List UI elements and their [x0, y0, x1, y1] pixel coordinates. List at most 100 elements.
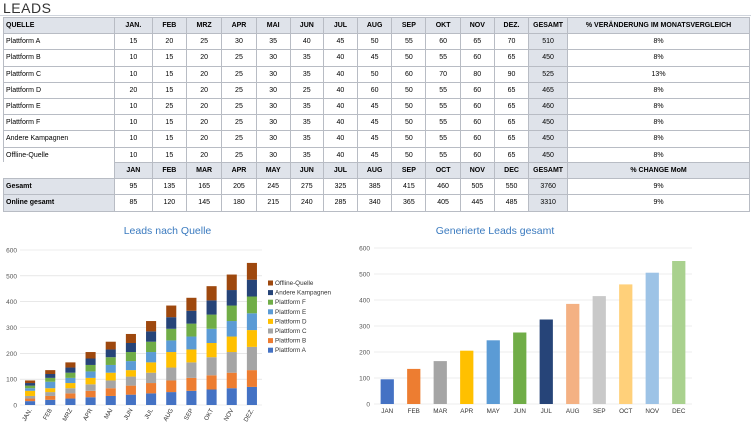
cell-value: 15	[113, 33, 153, 51]
stacked-bar-segment	[206, 343, 217, 358]
cell-value: 385	[357, 178, 393, 196]
column-header: FEB	[151, 16, 187, 35]
stacked-bar-segment	[65, 383, 76, 389]
cell-value: 40	[322, 49, 359, 67]
legend-label: Plattform A	[275, 347, 307, 354]
bar	[380, 379, 394, 404]
cell-value: 215	[255, 194, 291, 212]
stacked-bar-segment	[146, 362, 157, 373]
cell-value: 20	[185, 65, 223, 83]
column-header: GESAMT	[528, 16, 569, 35]
cell-value: 365	[391, 194, 427, 212]
cell-value: 60	[459, 146, 495, 164]
row-change: 13%	[567, 65, 750, 83]
stacked-bar-segment	[125, 361, 136, 371]
cell-value: 30	[255, 130, 291, 148]
stacked-bar-segment	[45, 392, 56, 396]
stacked-bar-segment	[186, 390, 197, 405]
row-label: Plattform F	[3, 114, 115, 132]
stacked-bar-segment	[105, 372, 116, 381]
stacked-bar-segment	[246, 370, 257, 387]
row-total: 450	[528, 114, 569, 132]
stacked-bar-segment	[45, 381, 56, 389]
table-row: Gesamt 95 135 165 205 245 275 325 385 415 460 505 55…	[3, 178, 750, 196]
x-tick-label: JUL	[541, 408, 553, 415]
row-total: 450	[528, 49, 569, 67]
stacked-bar-segment	[226, 321, 237, 337]
column-header: % VERÄNDERUNG IM MONATSVERGLEICH	[567, 16, 750, 35]
cell-value: 50	[391, 81, 427, 99]
stacked-bar-segment	[25, 388, 36, 391]
cell-value: 30	[255, 65, 291, 83]
y-tick-label: 600	[6, 248, 17, 255]
cell-value: 50	[391, 49, 427, 67]
cell-value: 65	[493, 114, 530, 132]
y-tick-label: 200	[6, 351, 17, 358]
stacked-bar-segment	[166, 352, 177, 368]
row-change: 8%	[567, 97, 750, 116]
cell-value: 25	[221, 130, 257, 148]
stacked-bar-segment	[186, 362, 197, 378]
legend-swatch	[268, 280, 273, 286]
column-header	[3, 161, 115, 180]
x-tick-label: JUN	[514, 408, 527, 415]
cell-value: 35	[289, 49, 324, 67]
y-tick-label: 0	[366, 402, 370, 409]
stacked-bar-segment	[226, 336, 237, 353]
cell-value: 20	[185, 130, 223, 148]
cell-value: 20	[185, 97, 223, 116]
cell-value: 505	[459, 178, 495, 196]
legend-swatch	[268, 338, 273, 344]
bar	[672, 261, 686, 404]
chart2-title: Generierte Leads gesamt	[435, 225, 555, 237]
cell-value: 40	[322, 146, 359, 164]
y-tick-label: 300	[6, 325, 17, 332]
cell-value: 40	[322, 65, 359, 83]
cell-value: 10	[113, 65, 153, 83]
stacked-bar-segment	[85, 364, 96, 372]
x-tick-label: SEP	[183, 408, 195, 422]
cell-value: 15	[151, 130, 187, 148]
x-tick-label: SEP	[593, 408, 606, 415]
x-tick-label: FEB	[42, 408, 54, 422]
stacked-bar-segment	[25, 398, 36, 402]
stacked-bar-segment	[186, 297, 197, 311]
cell-value: 35	[255, 33, 291, 51]
column-header: JUN	[289, 161, 324, 180]
cell-value: 90	[493, 65, 530, 83]
cell-value: 65	[493, 130, 530, 148]
bar	[513, 332, 527, 404]
stacked-bar-segment	[186, 336, 197, 350]
cell-value: 25	[185, 33, 223, 51]
row-change: 8%	[567, 114, 750, 132]
cell-value: 180	[221, 194, 257, 212]
row-change: 9%	[567, 194, 750, 212]
legend-label: Offline-Quelle	[275, 280, 314, 287]
cell-value: 45	[357, 146, 393, 164]
cell-value: 70	[425, 65, 461, 83]
cell-value: 45	[357, 114, 393, 132]
cell-value: 405	[425, 194, 461, 212]
stacked-bar-segment	[65, 362, 76, 368]
cell-value: 55	[425, 114, 461, 132]
stacked-bar-segment	[105, 380, 116, 389]
row-change: 8%	[567, 146, 750, 164]
cell-value: 40	[322, 81, 359, 99]
column-header: OKT	[425, 16, 461, 35]
stacked-bar-segment	[246, 386, 257, 405]
stacked-bar-segment	[85, 397, 96, 405]
cell-value: 55	[425, 81, 461, 99]
cell-value: 65	[459, 33, 495, 51]
stacked-bar-segment	[65, 372, 76, 378]
cell-value: 25	[221, 65, 257, 83]
stacked-bar-segment	[146, 331, 157, 342]
cell-value: 50	[357, 65, 393, 83]
column-header: MAR	[185, 161, 223, 180]
x-tick-label: MAR	[433, 408, 447, 415]
leads-by-source-chart: 0 100 200 300 400 500 600 JAN. FEB MRZ APR MAI JUN JU…	[6, 248, 331, 424]
cell-value: 25	[221, 97, 257, 116]
bar	[566, 303, 580, 404]
stacked-bar-segment	[105, 357, 116, 365]
table-row: Plattform B 10 15 20 25 30 35 40 45 50 55 60 65 450 8%	[3, 49, 750, 67]
cell-value: 20	[151, 33, 187, 51]
